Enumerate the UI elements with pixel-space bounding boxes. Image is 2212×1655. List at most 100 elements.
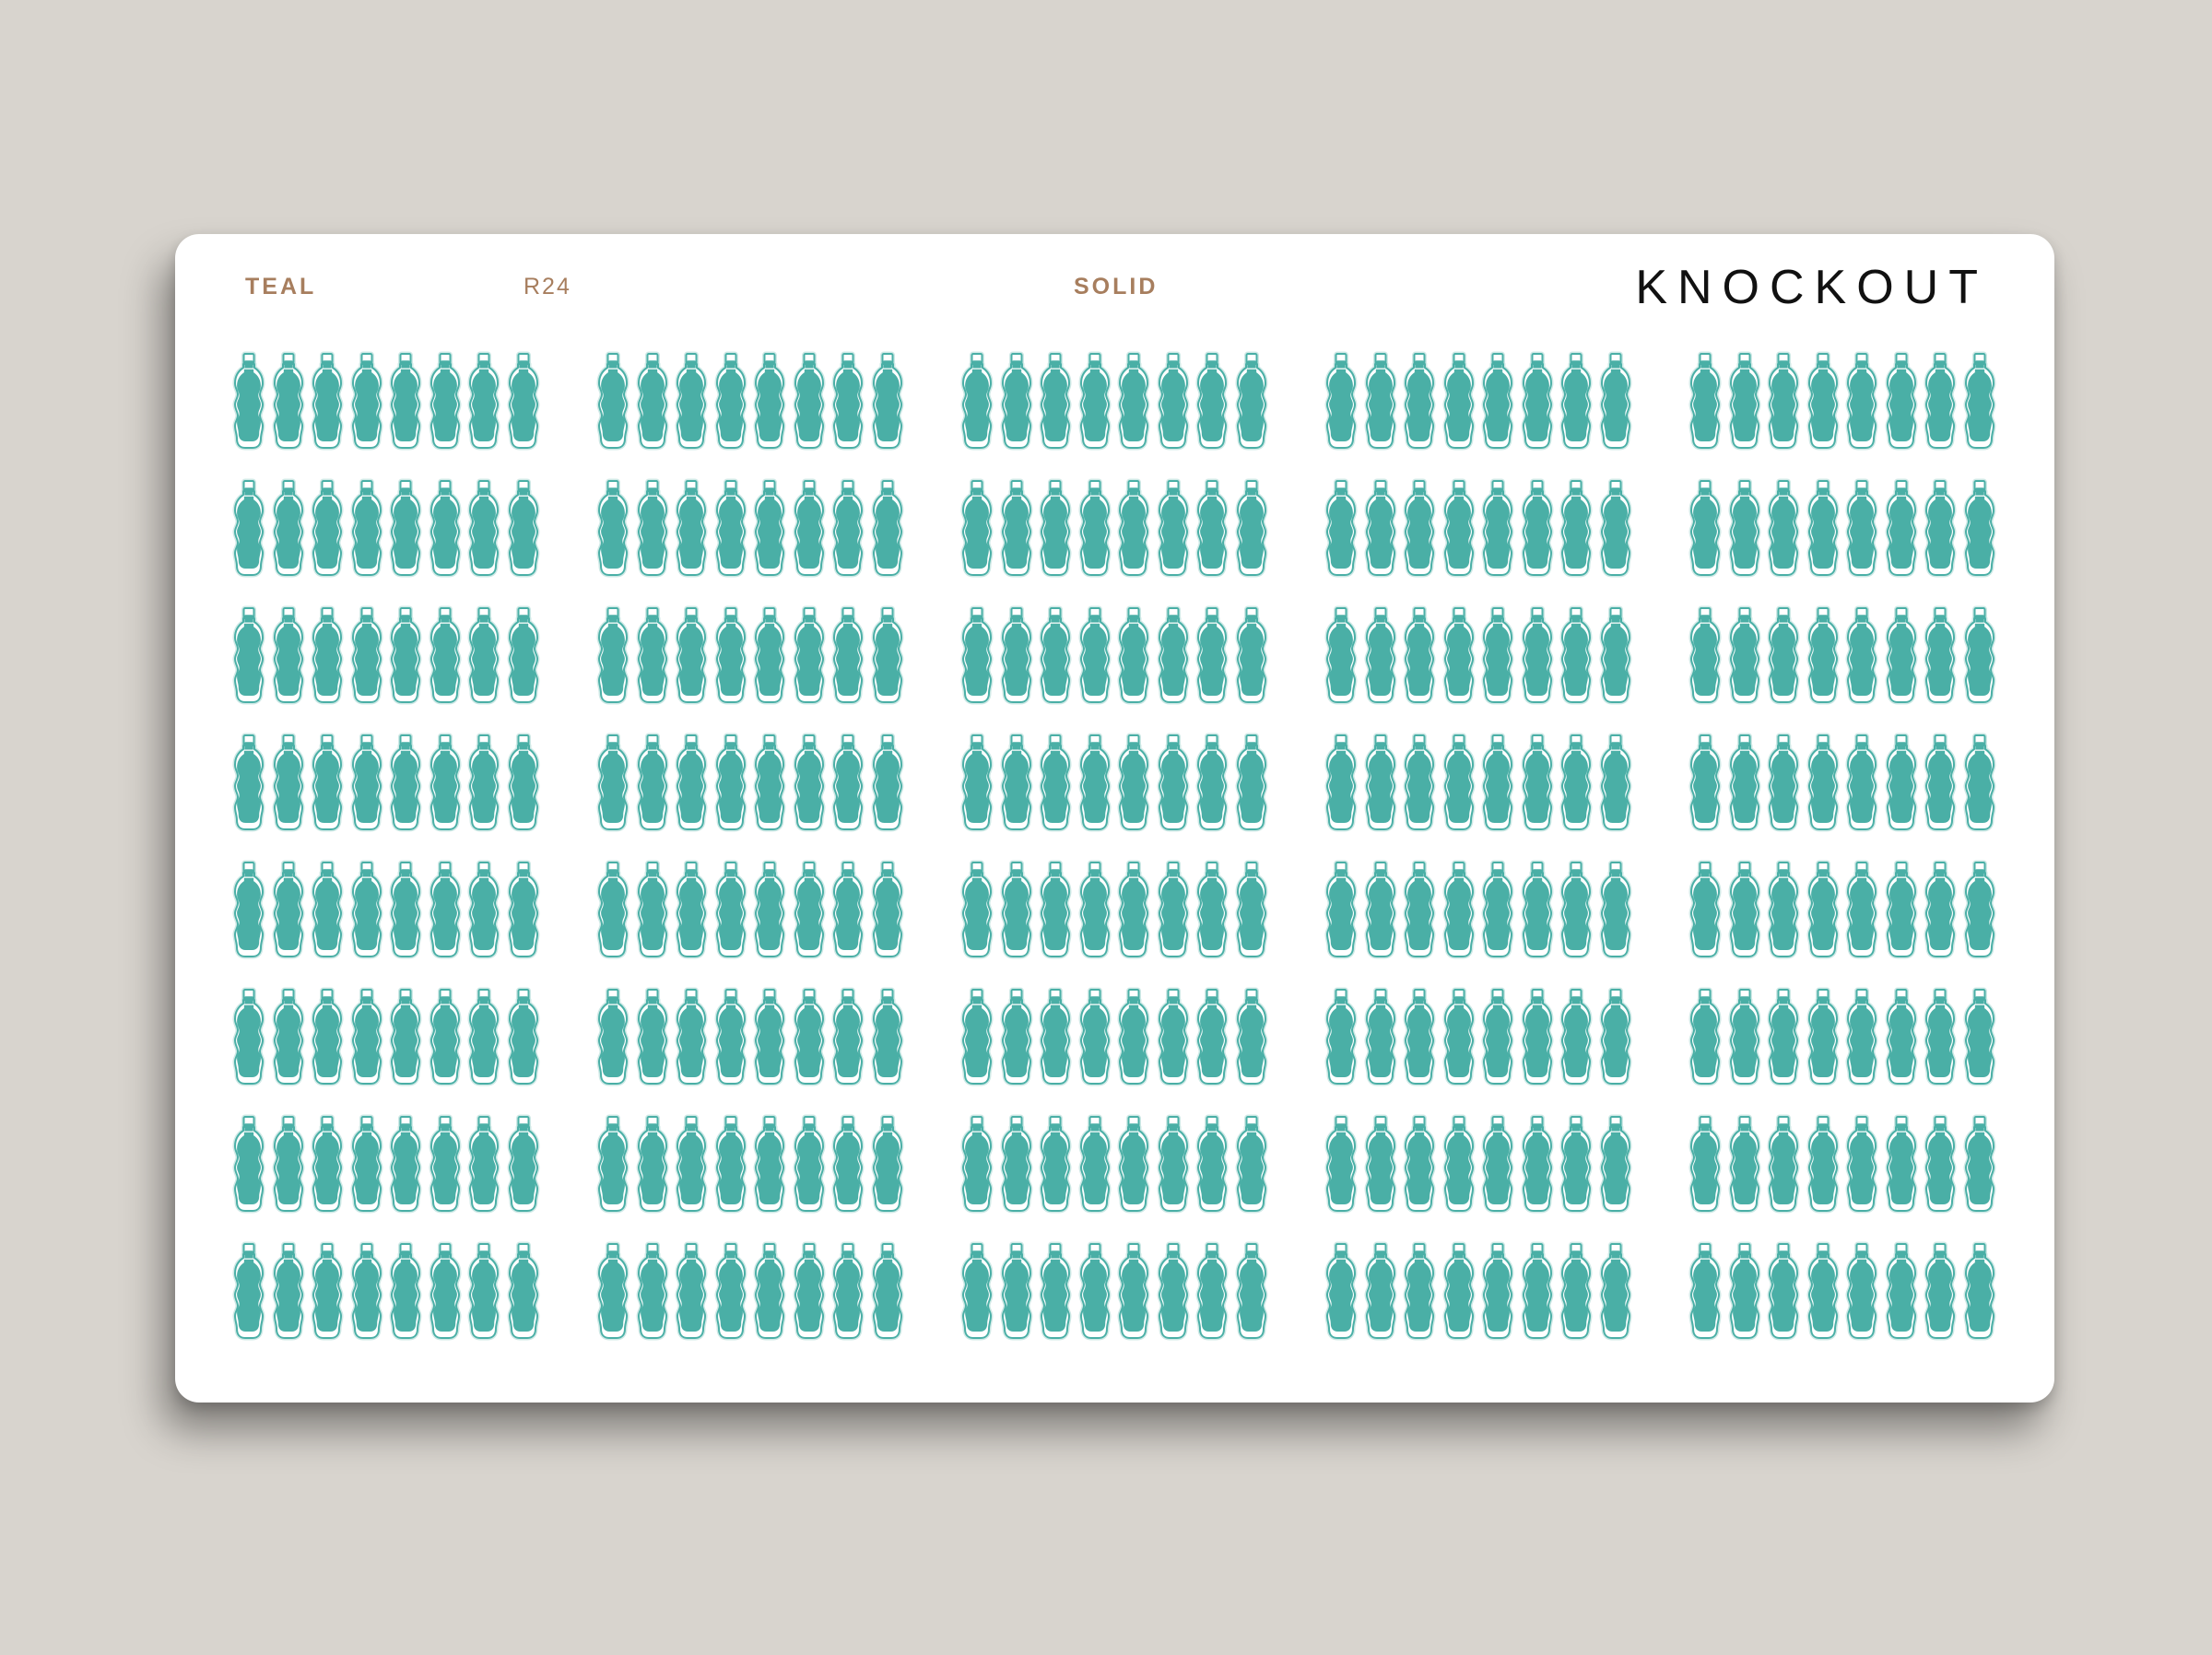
water-bottle-icon — [712, 605, 749, 707]
sticker-block — [594, 733, 906, 834]
water-bottle-icon — [1597, 987, 1634, 1088]
water-bottle-icon — [465, 987, 502, 1088]
water-bottle-icon — [465, 1241, 502, 1343]
water-bottle-icon — [1883, 478, 1920, 580]
water-bottle-icon — [1115, 733, 1152, 834]
water-bottle-icon — [673, 478, 710, 580]
water-bottle-icon — [712, 860, 749, 961]
sticker-block — [594, 351, 906, 452]
water-bottle-icon — [1323, 860, 1359, 961]
water-bottle-icon — [1362, 605, 1399, 707]
water-bottle-icon — [959, 733, 995, 834]
water-bottle-icon — [309, 1114, 346, 1215]
water-bottle-icon — [1441, 860, 1477, 961]
water-bottle-icon — [1233, 860, 1270, 961]
water-bottle-icon — [712, 733, 749, 834]
water-bottle-icon — [1155, 1241, 1192, 1343]
water-bottle-icon — [1765, 733, 1802, 834]
water-bottle-icon — [348, 860, 385, 961]
water-bottle-icon — [1687, 733, 1724, 834]
water-bottle-icon — [1558, 987, 1594, 1088]
water-bottle-icon — [348, 1114, 385, 1215]
water-bottle-icon — [1558, 478, 1594, 580]
water-bottle-icon — [1479, 605, 1516, 707]
water-bottle-icon — [1922, 1241, 1959, 1343]
water-bottle-icon — [1323, 1114, 1359, 1215]
water-bottle-icon — [594, 1241, 631, 1343]
water-bottle-icon — [427, 733, 464, 834]
water-bottle-icon — [1233, 478, 1270, 580]
sticker-block — [230, 733, 542, 834]
water-bottle-icon — [1765, 478, 1802, 580]
water-bottle-icon — [998, 351, 1035, 452]
water-bottle-icon — [673, 1114, 710, 1215]
water-bottle-icon — [387, 860, 424, 961]
water-bottle-icon — [1687, 1241, 1724, 1343]
water-bottle-icon — [594, 733, 631, 834]
water-bottle-icon — [1922, 733, 1959, 834]
water-bottle-icon — [1726, 478, 1763, 580]
water-bottle-icon — [1441, 987, 1477, 1088]
water-bottle-icon — [1519, 1241, 1556, 1343]
sticker-block — [594, 1241, 906, 1343]
water-bottle-icon — [1843, 1241, 1880, 1343]
water-bottle-icon — [751, 733, 788, 834]
sticker-block — [1687, 733, 1998, 834]
water-bottle-icon — [673, 733, 710, 834]
water-bottle-icon — [1115, 1114, 1152, 1215]
water-bottle-icon — [869, 1241, 906, 1343]
water-bottle-icon — [1115, 860, 1152, 961]
water-bottle-icon — [869, 987, 906, 1088]
water-bottle-icon — [1077, 1241, 1113, 1343]
water-bottle-icon — [465, 860, 502, 961]
water-bottle-icon — [1883, 1241, 1920, 1343]
water-bottle-icon — [1441, 1241, 1477, 1343]
water-bottle-icon — [1961, 351, 1998, 452]
water-bottle-icon — [505, 605, 542, 707]
water-bottle-icon — [1077, 860, 1113, 961]
water-bottle-icon — [1479, 987, 1516, 1088]
water-bottle-icon — [1805, 351, 1841, 452]
sticker-block — [1687, 1114, 1998, 1215]
water-bottle-icon — [1597, 1241, 1634, 1343]
water-bottle-icon — [594, 860, 631, 961]
water-bottle-icon — [830, 478, 866, 580]
water-bottle-icon — [1922, 351, 1959, 452]
water-bottle-icon — [1843, 860, 1880, 961]
water-bottle-icon — [1115, 987, 1152, 1088]
water-bottle-icon — [309, 733, 346, 834]
water-bottle-icon — [1362, 987, 1399, 1088]
water-bottle-icon — [1597, 351, 1634, 452]
water-bottle-icon — [1558, 733, 1594, 834]
water-bottle-icon — [1479, 1114, 1516, 1215]
sticker-block — [1687, 1241, 1998, 1343]
water-bottle-icon — [1323, 733, 1359, 834]
water-bottle-icon — [1401, 987, 1438, 1088]
water-bottle-icon — [634, 987, 671, 1088]
water-bottle-icon — [270, 351, 307, 452]
water-bottle-icon — [791, 351, 828, 452]
water-bottle-icon — [791, 860, 828, 961]
water-bottle-icon — [1194, 733, 1230, 834]
water-bottle-icon — [1883, 860, 1920, 961]
water-bottle-icon — [505, 860, 542, 961]
water-bottle-icon — [505, 478, 542, 580]
sticker-block — [594, 605, 906, 707]
sticker-block — [230, 1241, 542, 1343]
water-bottle-icon — [1597, 733, 1634, 834]
water-bottle-icon — [751, 987, 788, 1088]
water-bottle-icon — [1726, 987, 1763, 1088]
water-bottle-icon — [1558, 1241, 1594, 1343]
water-bottle-icon — [427, 1241, 464, 1343]
color-label: TEAL — [245, 274, 317, 299]
sticker-block — [1323, 605, 1634, 707]
water-bottle-icon — [1401, 1241, 1438, 1343]
water-bottle-icon — [1687, 860, 1724, 961]
water-bottle-icon — [309, 860, 346, 961]
water-bottle-icon — [1922, 605, 1959, 707]
water-bottle-icon — [751, 1114, 788, 1215]
water-bottle-icon — [830, 860, 866, 961]
water-bottle-icon — [1323, 987, 1359, 1088]
water-bottle-icon — [1519, 605, 1556, 707]
water-bottle-icon — [1765, 1241, 1802, 1343]
